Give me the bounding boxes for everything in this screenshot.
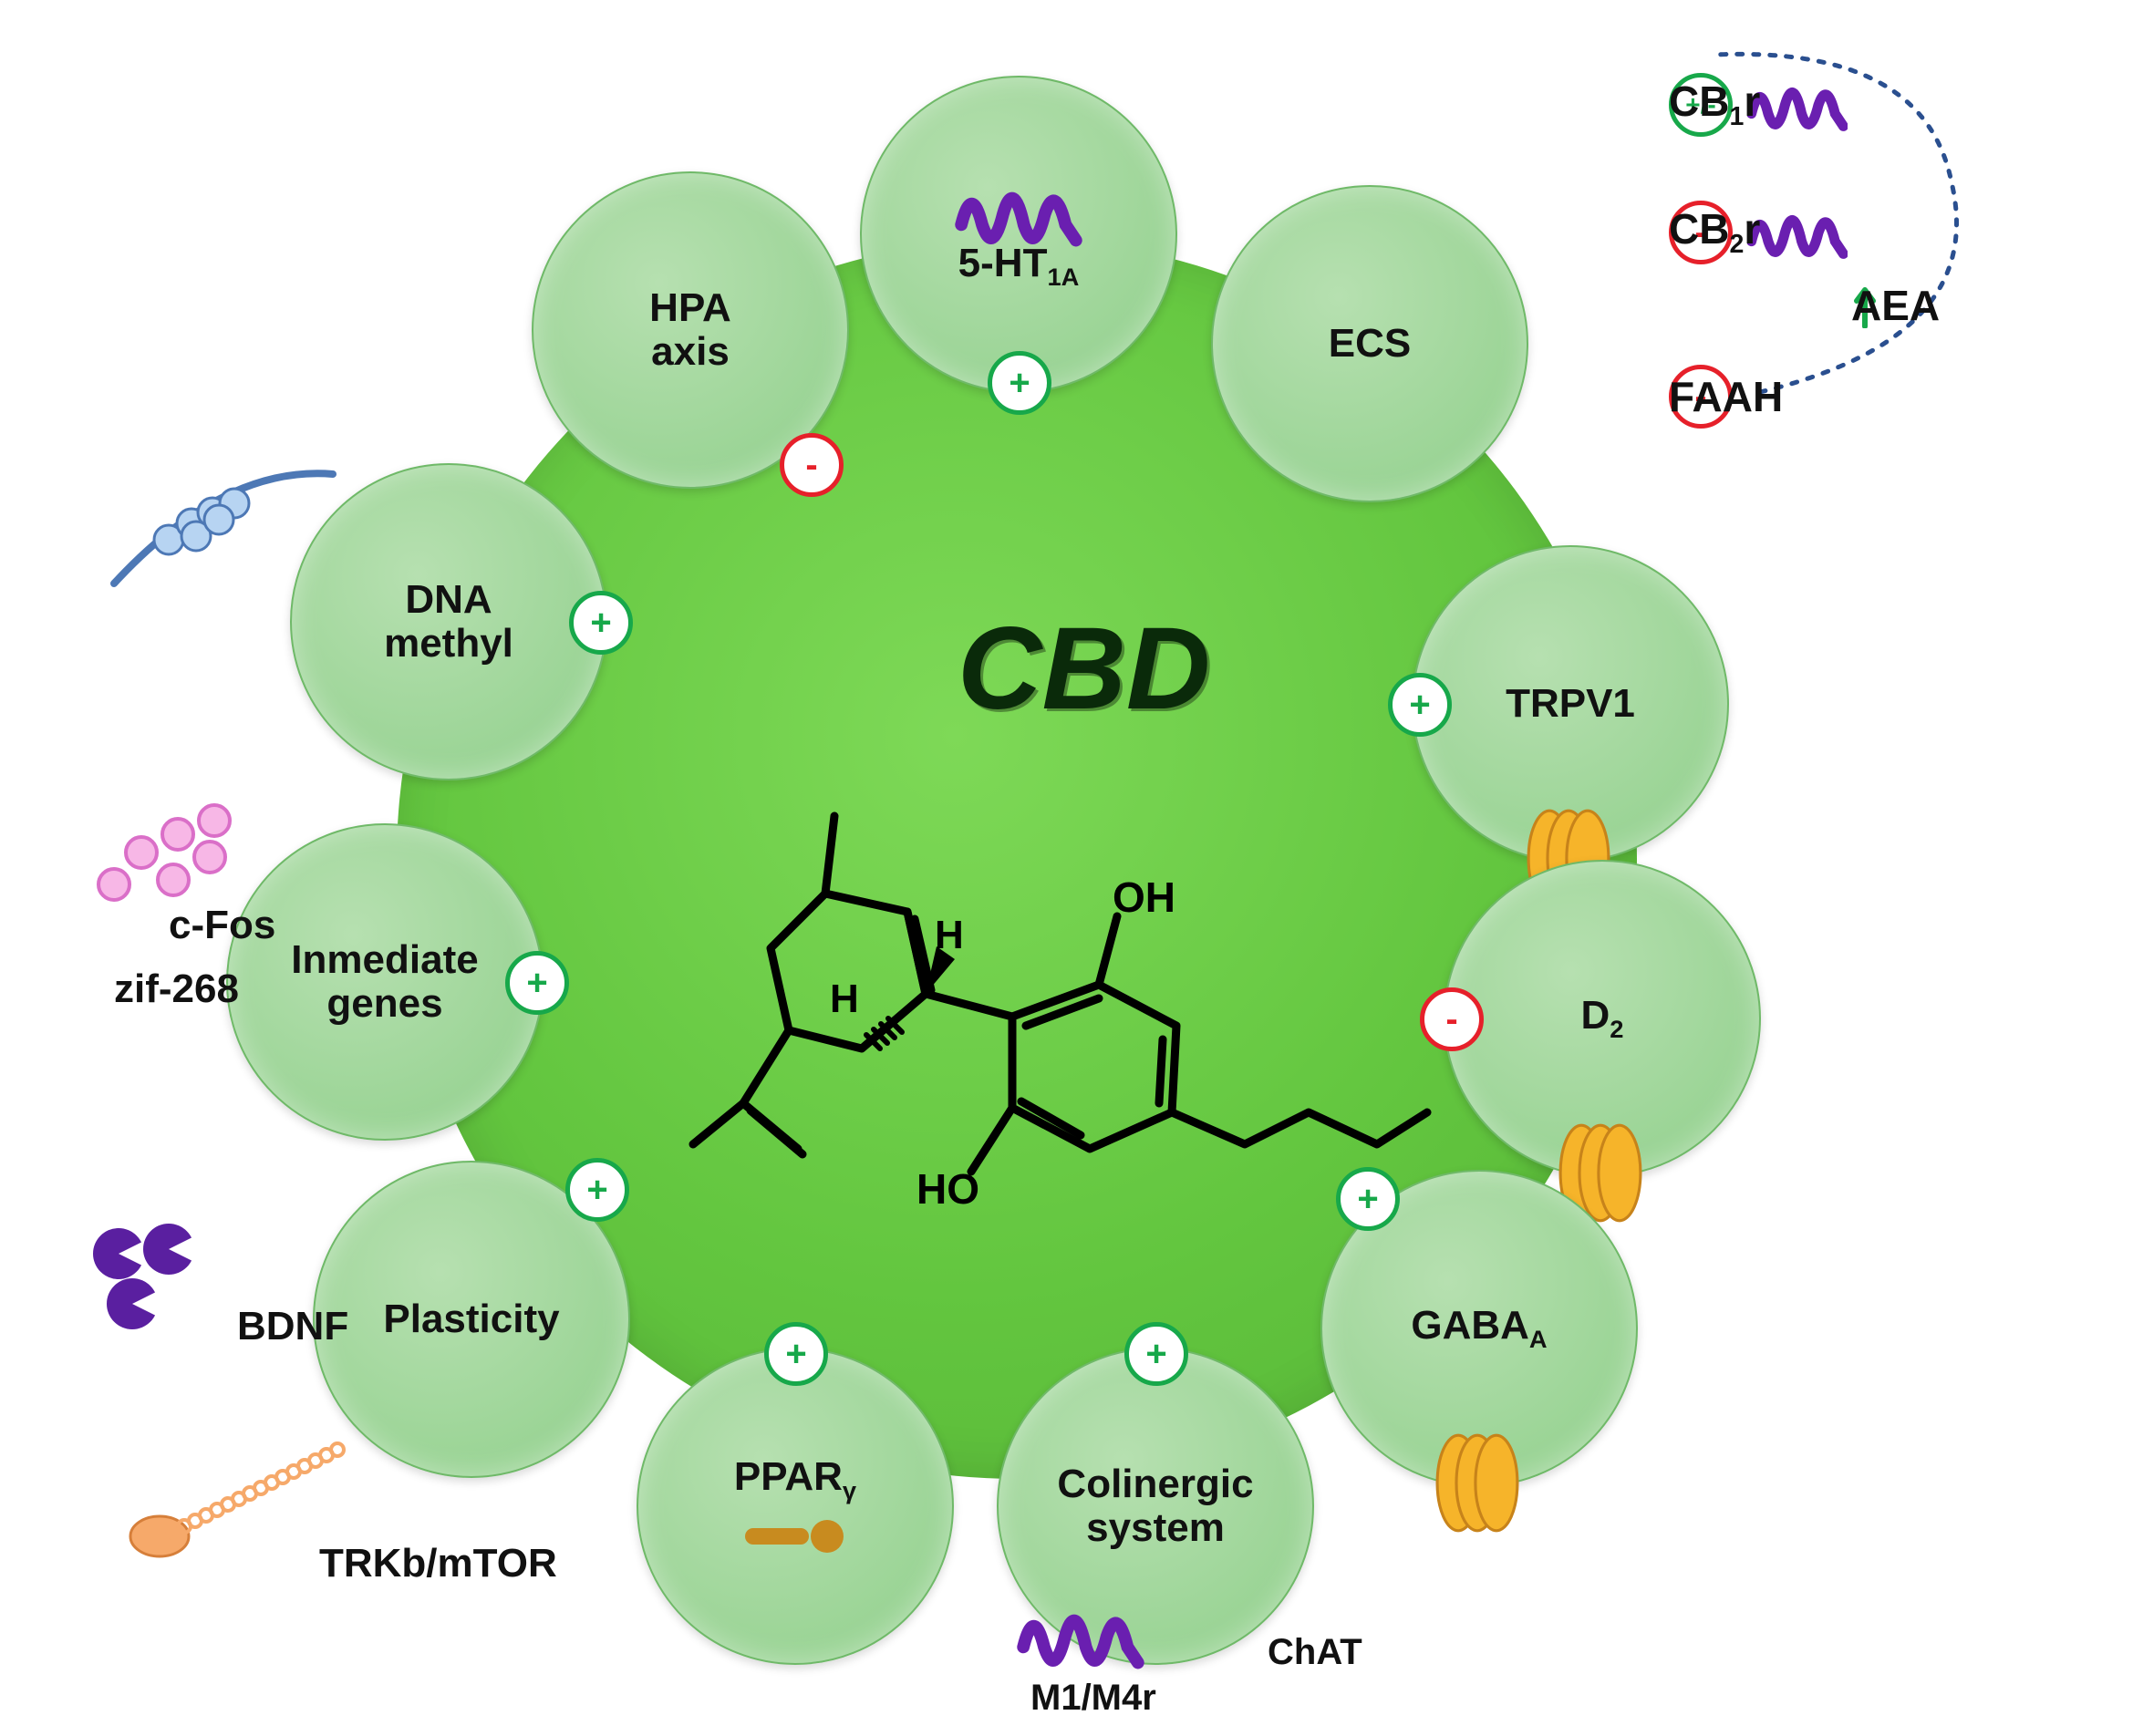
effect-badge: - — [780, 433, 844, 497]
node-label: GABAA — [1411, 1304, 1547, 1353]
ecs-legend-row: +/-CB1r — [1669, 73, 1848, 137]
node-label: PPARγ — [734, 1455, 856, 1504]
ecs-legend-label: CB2r — [1669, 204, 1760, 260]
node-label: Plasticity — [383, 1297, 559, 1341]
ppar-icon — [740, 1512, 850, 1557]
svg-text:HO: HO — [916, 1165, 979, 1213]
side-label: BDNF — [237, 1304, 348, 1349]
dna-icon — [105, 456, 342, 602]
ecs-legend-label: FAAH — [1669, 372, 1783, 421]
effect-badge: + — [1388, 673, 1452, 737]
target-node-img: Inmediate genes+ — [226, 823, 544, 1141]
side-label: zif-268 — [114, 966, 239, 1012]
node-label: DNA methyl — [384, 578, 513, 666]
effect-badge: + — [764, 1322, 828, 1386]
bdnf-icon — [82, 1217, 237, 1345]
target-node-ht1a: 5-HT1A+ — [860, 76, 1177, 393]
receptor-icon — [1747, 76, 1848, 135]
node-label: Inmediate genes — [291, 938, 478, 1027]
trkb-icon — [123, 1431, 360, 1568]
effect-badge: + — [505, 951, 569, 1015]
side-label: ChAT — [1268, 1632, 1362, 1673]
ecs-legend-row: AEA — [1851, 283, 1879, 328]
target-node-ppar: PPARγ+ — [637, 1348, 954, 1665]
node-label: TRPV1 — [1506, 682, 1635, 726]
node-label: D2 — [1581, 994, 1624, 1043]
target-node-hpa: HPA axis- — [532, 171, 849, 489]
cbd-molecule: HHOHHO — [606, 711, 1427, 1276]
effect-badge: - — [1420, 987, 1484, 1051]
target-node-d2: D2- — [1444, 860, 1761, 1177]
receptor-icon — [1017, 1600, 1144, 1673]
effect-badge: + — [1124, 1322, 1188, 1386]
receptor-icon — [1747, 203, 1848, 263]
target-node-plast: Plasticity + — [313, 1161, 630, 1478]
effect-badge: + — [988, 351, 1051, 415]
svg-text:OH: OH — [1113, 873, 1175, 921]
channel-icon — [1418, 1431, 1537, 1535]
effect-badge: + — [565, 1158, 629, 1222]
node-label: 5-HT1A — [958, 242, 1080, 291]
ecs-legend-row: -CB2r — [1669, 201, 1848, 264]
cfos-dots-icon — [87, 802, 242, 921]
diagram-canvas: CBDHHOHHO5-HT1A+HPA axis-ECSDNA methyl+T… — [0, 0, 2133, 1736]
side-label: M1/M4r — [1030, 1678, 1156, 1719]
receptor-icon — [955, 178, 1082, 251]
ecs-legend-row: -FAAH — [1669, 365, 1733, 429]
target-node-trpv1: TRPV1+ — [1412, 545, 1729, 863]
svg-text:H: H — [830, 976, 859, 1021]
node-label: HPA axis — [649, 286, 731, 375]
target-node-gaba: GABAA + — [1320, 1170, 1638, 1487]
ecs-legend-label: AEA — [1851, 281, 1940, 330]
node-label: Colinergic system — [1057, 1462, 1253, 1551]
effect-badge: + — [569, 591, 633, 655]
node-label: ECS — [1329, 322, 1411, 366]
effect-badge: + — [1336, 1167, 1400, 1231]
ecs-legend-label: CB1r — [1669, 77, 1760, 132]
target-node-ecs: ECS — [1211, 185, 1528, 502]
